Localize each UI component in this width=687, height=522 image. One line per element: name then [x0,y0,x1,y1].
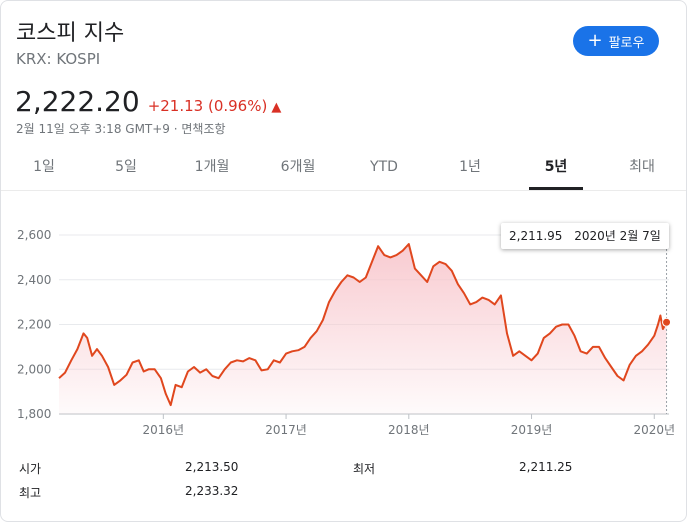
tab-ytd[interactable]: YTD [370,159,398,175]
y-tick-label: 2,600 [17,228,51,242]
plus-icon: + [587,30,603,51]
y-tick-label: 2,400 [17,273,51,287]
low-value: 2,211.25 [519,460,573,474]
tab-5d[interactable]: 5일 [115,159,137,175]
tooltip-date: 2020년 2월 7일 [574,229,661,243]
tab-6m[interactable]: 6개월 [280,159,316,175]
x-tick-label: 2018년 [388,423,430,437]
price-change: +21.13 (0.96%) [147,97,268,115]
y-tick-label: 1,800 [17,407,51,421]
tooltip-value: 2,211.95 [509,229,563,243]
tab-5y[interactable]: 5년 [513,150,599,190]
index-title: 코스피 지수 [16,21,125,46]
tab-1m[interactable]: 1개월 [194,159,230,175]
up-arrow-icon: ▲ [271,100,282,115]
x-tick-label: 2016년 [143,423,185,437]
high-value: 2,233.32 [185,484,239,498]
follow-label: 팔로우 [608,35,645,51]
x-tick-label: 2017년 [265,423,307,437]
timestamp-disclaimer[interactable]: 2월 11일 오후 3:18 GMT+9 · 면책조항 [16,122,226,136]
y-tick-label: 2,200 [17,318,51,332]
price-chart[interactable]: 1,800 2,000 2,200 2,400 2,600 2016년 2017년 2018년… [1,201,686,451]
tab-1y[interactable]: 1년 [459,159,481,175]
low-label: 최저 [353,462,376,476]
open-label: 시가 [19,462,42,476]
follow-button[interactable]: + 팔로우 [573,26,659,56]
price-line [58,243,668,407]
price-area-fill [59,244,667,414]
y-tick-label: 2,000 [17,362,51,376]
high-label: 최고 [19,486,42,500]
current-price: 2,222.20 [15,85,140,118]
ticker-symbol: KRX: KOSPI [16,50,101,68]
tab-max[interactable]: 최대 [629,159,655,175]
x-tick-label: 2020년 [633,423,675,437]
x-tick-label: 2019년 [511,423,553,437]
tab-1d[interactable]: 1일 [33,159,55,175]
hover-tooltip: 2,211.95 2020년 2월 7일 [501,223,669,249]
price-row: 2,222.20 +21.13 (0.96%) ▲ [15,85,281,118]
open-value: 2,213.50 [185,460,239,474]
range-tabs: 1일 5일 1개월 6개월 YTD 1년 5년 최대 [1,150,686,191]
hover-point-marker [662,317,672,327]
